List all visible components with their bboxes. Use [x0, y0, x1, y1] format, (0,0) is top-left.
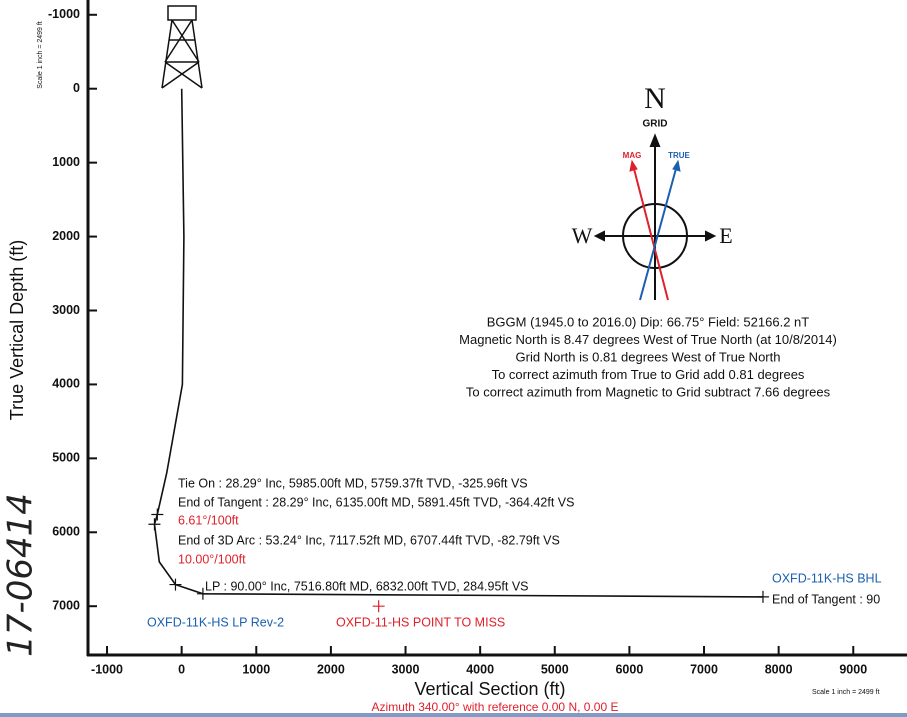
- x-tick-label: 8000: [765, 662, 793, 676]
- y-tick-label: 0: [73, 81, 80, 95]
- handwritten-number: 17-06414: [1, 493, 41, 657]
- scale-note-bottom: Scale 1 inch = 2499 ft: [812, 689, 880, 696]
- annotation: Tie On : 28.29° Inc, 5985.00ft MD, 5759.…: [178, 476, 528, 490]
- survey-marker: [148, 518, 161, 531]
- y-tick-label: 1000: [52, 155, 80, 169]
- annotation: End of Tangent : 28.29° Inc, 6135.00ft M…: [178, 495, 574, 509]
- well-path: [153, 88, 764, 598]
- annotation: 6.61°/100ft: [178, 513, 239, 527]
- compass-true: TRUE: [668, 151, 690, 160]
- annotation: LP : 90.00° Inc, 7516.80ft MD, 6832.00ft…: [205, 579, 529, 593]
- x-tick-label: 7000: [690, 662, 718, 676]
- y-axis-label: True Vertical Depth (ft): [7, 240, 27, 420]
- magnetic-info: To correct azimuth from True to Grid add…: [492, 367, 805, 382]
- x-axis-label: Vertical Section (ft): [414, 679, 565, 699]
- annotation: End of 3D Arc : 53.24° Inc, 7117.52ft MD…: [178, 533, 560, 547]
- x-tick-label: 9000: [839, 662, 867, 676]
- x-tick-label: 2000: [317, 662, 345, 676]
- compass-east: E: [719, 223, 732, 248]
- compass-north: N: [644, 82, 666, 115]
- bottom-band: [0, 713, 907, 717]
- y-tick-label: 6000: [52, 525, 80, 539]
- survey-marker: [151, 508, 164, 521]
- x-tick-label: 6000: [615, 662, 643, 676]
- x-tick-label: 3000: [392, 662, 420, 676]
- magnetic-info: To correct azimuth from Magnetic to Grid…: [466, 384, 831, 399]
- y-tick-label: -1000: [48, 7, 80, 21]
- y-tick-label: 4000: [52, 377, 80, 391]
- azimuth-note: Azimuth 340.00° with reference 0.00 N, 0…: [372, 700, 619, 714]
- annotation: OXFD-11-HS POINT TO MISS: [336, 615, 505, 629]
- x-tick-label: -1000: [91, 662, 123, 676]
- derrick-icon: [161, 5, 203, 89]
- compass-grid: GRID: [643, 119, 668, 130]
- annotation: OXFD-11K-HS BHL: [772, 571, 882, 585]
- survey-marker: [756, 590, 769, 603]
- magnetic-info: BGGM (1945.0 to 2016.0) Dip: 66.75° Fiel…: [487, 314, 810, 329]
- y-tick-label: 5000: [52, 451, 80, 465]
- survey-marker: [169, 578, 182, 591]
- magnetic-info: Grid North is 0.81 degrees West of True …: [516, 349, 781, 364]
- annotation: OXFD-11K-HS LP Rev-2: [147, 615, 284, 629]
- compass-west: W: [572, 223, 593, 248]
- compass: [593, 133, 717, 301]
- x-tick-label: 0: [178, 662, 185, 676]
- magnetic-info: Magnetic North is 8.47 degrees West of T…: [459, 332, 837, 347]
- survey-marker: [372, 600, 385, 613]
- scale-note-left: Scale 1 inch = 2499 ft: [37, 21, 44, 89]
- survey-marker: [196, 587, 209, 600]
- annotation: 10.00°/100ft: [178, 552, 246, 566]
- x-tick-label: 5000: [541, 662, 569, 676]
- y-tick-label: 3000: [52, 303, 80, 317]
- x-tick-label: 4000: [466, 662, 494, 676]
- annotation: End of Tangent : 90: [772, 592, 880, 606]
- y-tick-label: 7000: [52, 599, 80, 613]
- y-tick-label: 2000: [52, 229, 80, 243]
- compass-mag: MAG: [623, 151, 642, 160]
- x-tick-label: 1000: [242, 662, 270, 676]
